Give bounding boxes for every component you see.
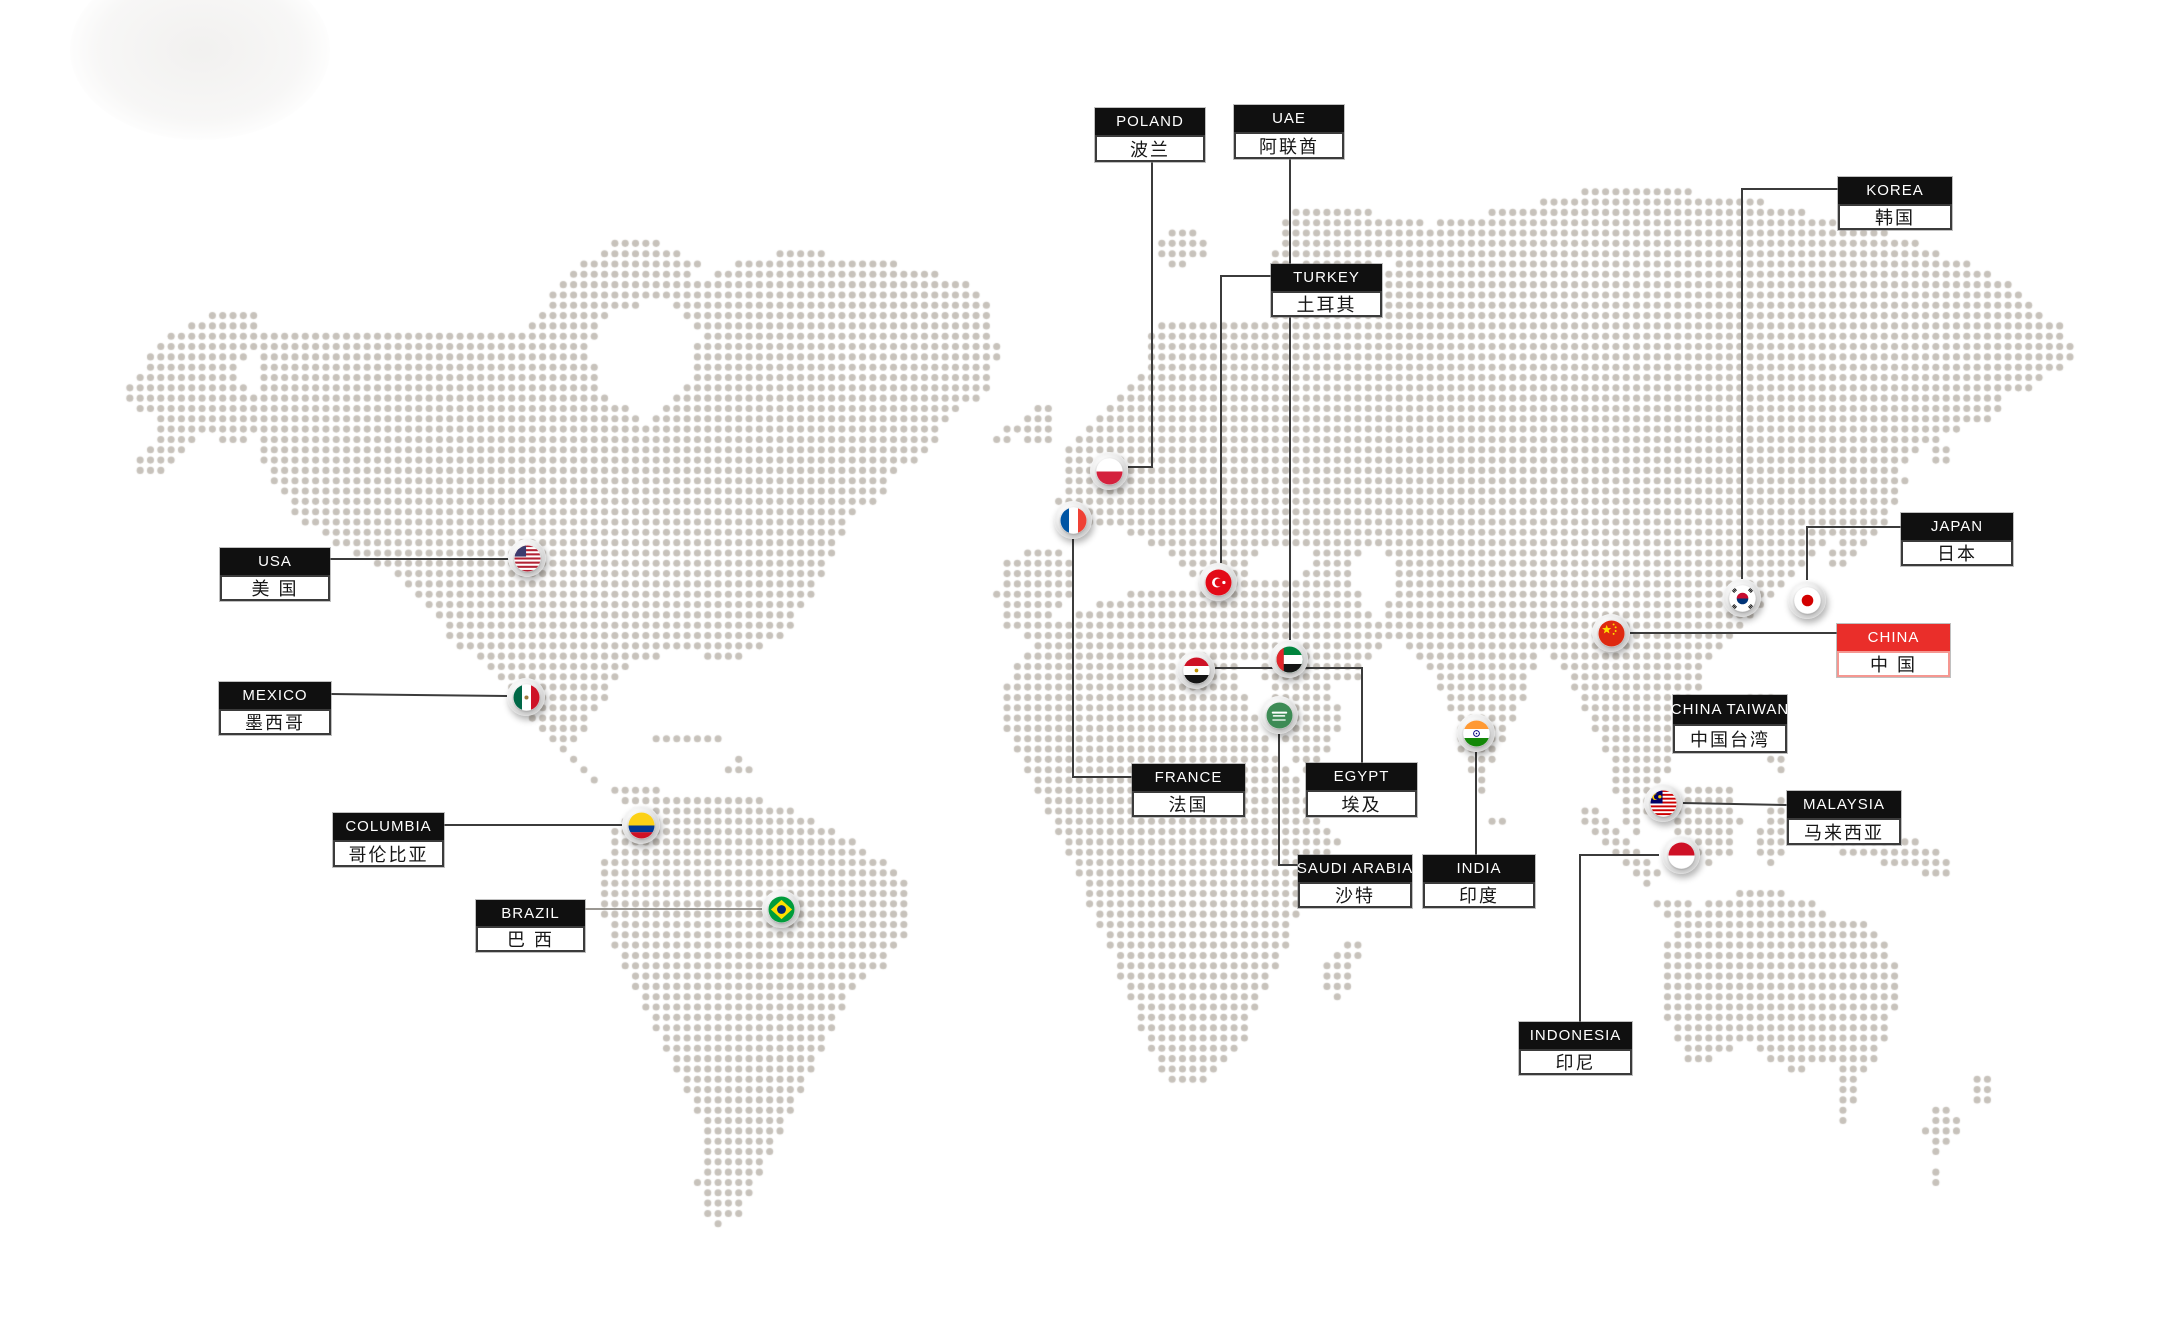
flag-brazil-icon — [767, 895, 795, 923]
flag-columbia-icon — [627, 811, 655, 839]
label-usa: USA 美 国 — [220, 548, 330, 601]
label-china-name-zh: 中 国 — [1837, 651, 1950, 677]
pin-japan — [1788, 581, 1826, 619]
pin-columbia — [622, 806, 660, 844]
label-mexico-name-en: MEXICO — [219, 682, 331, 709]
label-japan-name-zh: 日本 — [1901, 540, 2013, 566]
connector-mexico — [330, 693, 508, 697]
label-turkey-name-zh: 土耳其 — [1271, 291, 1382, 317]
label-brazil-name-zh: 巴 西 — [476, 926, 585, 952]
pin-usa — [508, 539, 546, 577]
flag-france-icon — [1059, 506, 1087, 534]
label-columbia: COLUMBIA 哥伦比亚 — [333, 813, 444, 867]
label-saudi_arabia-name-en: SAUDI ARABIA — [1297, 855, 1412, 882]
flag-china-icon — [1597, 619, 1625, 647]
label-saudi_arabia-name-zh: 沙特 — [1298, 882, 1412, 908]
label-turkey: TURKEY 土耳其 — [1271, 264, 1382, 317]
connector-turkey — [1220, 275, 1271, 563]
flag-indonesia-icon — [1667, 841, 1695, 869]
flag-malaysia-icon — [1649, 789, 1677, 817]
connector-japan — [1806, 526, 1901, 580]
pin-brazil — [762, 890, 800, 928]
label-china: CHINA 中 国 — [1837, 624, 1950, 677]
label-indonesia-name-zh: 印尼 — [1519, 1049, 1632, 1075]
label-indonesia: INDONESIA 印尼 — [1519, 1022, 1632, 1075]
label-egypt: EGYPT 埃及 — [1306, 763, 1417, 817]
label-columbia-name-zh: 哥伦比亚 — [333, 840, 444, 867]
pin-uae — [1270, 640, 1308, 678]
connector-malaysia — [1682, 802, 1788, 806]
label-france-name-zh: 法国 — [1132, 791, 1245, 817]
label-malaysia-name-zh: 马来西亚 — [1787, 818, 1901, 845]
flag-turkey-icon — [1204, 568, 1232, 596]
label-china_taiwan-name-zh: 中国台湾 — [1673, 724, 1787, 753]
connector-korea — [1741, 188, 1838, 579]
flag-india-icon — [1462, 719, 1490, 747]
label-poland-name-en: POLAND — [1095, 108, 1205, 135]
label-egypt-name-zh: 埃及 — [1306, 790, 1417, 817]
connector-poland — [1128, 162, 1153, 468]
label-korea: KOREA 韩国 — [1838, 177, 1952, 230]
label-malaysia-name-en: MALAYSIA — [1787, 791, 1901, 818]
pin-korea — [1723, 579, 1761, 617]
label-mexico-name-zh: 墨西哥 — [219, 709, 331, 735]
pin-poland — [1090, 452, 1128, 490]
flag-egypt-icon — [1182, 656, 1210, 684]
label-uae-name-zh: 阿联酋 — [1234, 132, 1344, 159]
label-saudi_arabia: SAUDI ARABIA 沙特 — [1297, 855, 1412, 908]
label-egypt-name-en: EGYPT — [1306, 763, 1417, 790]
label-usa-name-en: USA — [220, 548, 330, 575]
label-columbia-name-en: COLUMBIA — [333, 813, 444, 840]
pin-india — [1457, 714, 1495, 752]
flag-poland-icon — [1095, 457, 1123, 485]
label-korea-name-en: KOREA — [1838, 177, 1952, 204]
flag-japan-icon — [1793, 586, 1821, 614]
connector-indonesia — [1579, 854, 1659, 1022]
label-indonesia-name-en: INDONESIA — [1519, 1022, 1632, 1049]
label-turkey-name-en: TURKEY — [1271, 264, 1382, 291]
label-china_taiwan-name-en: CHINA TAIWAN — [1671, 695, 1788, 724]
label-malaysia: MALAYSIA 马来西亚 — [1787, 791, 1901, 845]
label-china_taiwan: CHINA TAIWAN 中国台湾 — [1671, 695, 1788, 753]
pin-saudi_arabia — [1260, 696, 1298, 734]
flag-saudi_arabia-icon — [1265, 701, 1293, 729]
label-brazil-name-en: BRAZIL — [476, 900, 585, 926]
connector-france — [1072, 539, 1132, 778]
label-france: FRANCE 法国 — [1132, 764, 1245, 817]
pin-egypt — [1177, 651, 1215, 689]
pin-china — [1592, 614, 1630, 652]
label-japan-name-en: JAPAN — [1901, 513, 2013, 540]
flag-korea-icon — [1728, 584, 1756, 612]
label-france-name-en: FRANCE — [1132, 764, 1245, 791]
label-japan: JAPAN 日本 — [1901, 513, 2013, 566]
flag-mexico-icon — [512, 683, 540, 711]
label-uae-name-en: UAE — [1234, 105, 1344, 132]
pin-indonesia — [1662, 836, 1700, 874]
label-china-name-en: CHINA — [1837, 624, 1950, 651]
label-india-name-en: INDIA — [1423, 855, 1535, 882]
label-usa-name-zh: 美 国 — [220, 575, 330, 601]
label-india-name-zh: 印度 — [1423, 882, 1535, 908]
flag-usa-icon — [513, 544, 541, 572]
flag-uae-icon — [1275, 645, 1303, 673]
connector-egypt — [1215, 667, 1363, 763]
label-korea-name-zh: 韩国 — [1838, 204, 1952, 230]
connector-saudi_arabia — [1278, 734, 1298, 866]
label-mexico: MEXICO 墨西哥 — [219, 682, 331, 735]
pin-turkey — [1199, 563, 1237, 601]
pin-malaysia — [1644, 784, 1682, 822]
label-poland-name-zh: 波兰 — [1095, 135, 1205, 162]
label-poland: POLAND 波兰 — [1095, 108, 1205, 162]
label-brazil: BRAZIL 巴 西 — [476, 900, 585, 952]
label-uae: UAE 阿联酋 — [1234, 105, 1344, 159]
label-india: INDIA 印度 — [1423, 855, 1535, 908]
pin-france — [1054, 501, 1092, 539]
pin-mexico — [507, 678, 545, 716]
